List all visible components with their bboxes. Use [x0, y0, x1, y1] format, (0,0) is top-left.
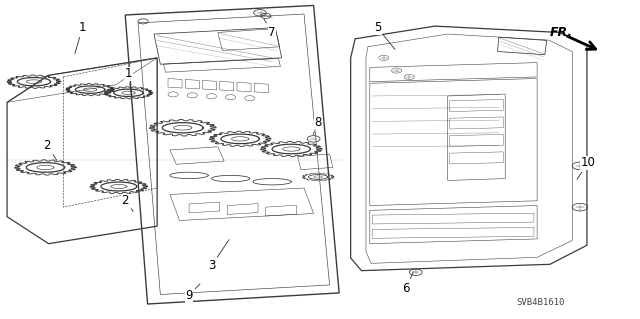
Text: 6: 6: [403, 271, 413, 295]
Text: 2: 2: [122, 194, 133, 211]
Text: 7: 7: [264, 19, 276, 39]
Text: 1: 1: [125, 67, 132, 93]
Text: 10: 10: [577, 156, 596, 179]
Text: FR.: FR.: [550, 26, 573, 39]
Text: 1: 1: [75, 21, 86, 54]
Text: SVB4B1610: SVB4B1610: [516, 298, 564, 307]
Text: 3: 3: [208, 240, 229, 272]
Text: 8: 8: [314, 115, 322, 135]
Text: 9: 9: [186, 284, 200, 302]
Text: 5: 5: [374, 21, 395, 49]
Text: 2: 2: [44, 139, 57, 160]
